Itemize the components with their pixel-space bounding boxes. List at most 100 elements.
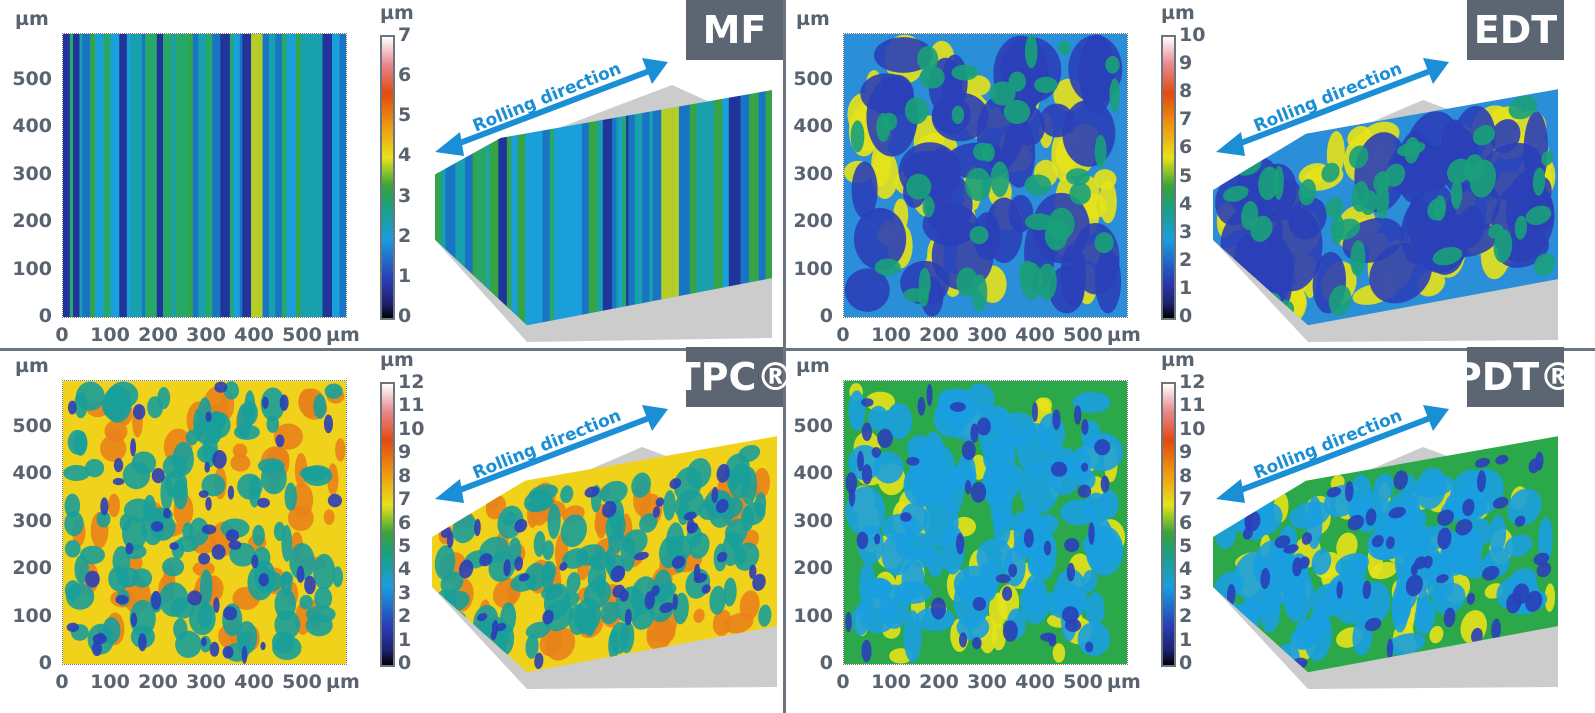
surface-feature	[236, 620, 258, 655]
colorbar-tick-label: 9	[1179, 52, 1193, 75]
stripe	[472, 142, 477, 338]
surface-feature	[102, 617, 121, 644]
colorbar-unit: µm	[1161, 2, 1195, 24]
surface-feature	[1020, 262, 1043, 300]
surface-feature	[752, 573, 766, 591]
surface-feature	[1260, 567, 1271, 589]
surface-feature	[1477, 470, 1487, 493]
surface-feature	[1326, 486, 1342, 498]
stripe	[498, 136, 507, 334]
surface-feature	[688, 532, 710, 559]
surface-feature	[223, 381, 240, 400]
stripe	[542, 129, 548, 326]
surface-feature	[260, 641, 266, 651]
colorbar-tick-label: 4	[1179, 558, 1193, 581]
y-tick-label: 200	[793, 210, 833, 232]
stripe	[567, 124, 576, 322]
surface-feature	[1085, 641, 1094, 653]
surface-feature	[503, 511, 516, 527]
surface-feature	[874, 258, 901, 276]
stripe	[103, 34, 111, 317]
surface-feature	[1052, 643, 1066, 663]
surface-feature	[1216, 601, 1244, 640]
y-tick-label: 400	[12, 115, 52, 137]
x-tick-label: 400	[234, 324, 274, 346]
sample-label: MF	[686, 0, 783, 60]
surface-feature	[514, 556, 524, 571]
surface-feature	[918, 287, 929, 307]
surface-feature	[518, 573, 530, 582]
y-tick-label: 300	[793, 162, 833, 185]
surface-feature	[244, 390, 256, 426]
surface-feature	[1024, 574, 1047, 613]
surface-feature	[545, 627, 576, 661]
surface-feature	[442, 652, 450, 661]
surface-feature	[631, 472, 651, 498]
surface-feature	[639, 513, 658, 533]
colorbar-tick-label: 11	[398, 394, 425, 417]
stripe	[212, 34, 221, 317]
colorbar-tick-label: 7	[1179, 108, 1193, 131]
surface-feature	[693, 608, 705, 623]
surface-feature	[443, 643, 469, 676]
stripe	[192, 34, 199, 317]
surface-feature	[434, 644, 460, 666]
colorbar-tick-label: 12	[1179, 371, 1206, 393]
surface-feature	[132, 568, 153, 588]
surface-feature	[1525, 205, 1552, 226]
surface-feature	[1455, 519, 1473, 536]
surface-feature	[655, 497, 665, 507]
surface-feature	[724, 518, 748, 545]
surface-feature	[716, 551, 728, 563]
surface-feature	[1298, 179, 1317, 206]
surface-feature	[547, 503, 561, 539]
surface-feature	[305, 605, 336, 624]
x-axis-unit: µm	[326, 324, 360, 346]
surface-feature	[1514, 515, 1526, 527]
surface-feature	[560, 514, 587, 548]
surface-feature	[274, 587, 296, 621]
stripe	[145, 34, 157, 317]
height-map	[62, 33, 347, 318]
stripe	[201, 34, 206, 317]
surface-feature	[542, 560, 554, 594]
surface-feature	[1327, 572, 1363, 601]
x-tick-label: 100	[90, 324, 130, 346]
surface-feature	[64, 511, 84, 537]
surface-feature	[1069, 182, 1092, 205]
surface-feature	[163, 507, 171, 519]
surface-feature	[261, 396, 269, 409]
surface-feature	[211, 544, 226, 560]
surface-feature	[332, 566, 343, 588]
surface-feature	[895, 531, 935, 561]
surface-feature	[1508, 95, 1538, 120]
surface-feature	[445, 507, 452, 523]
surface-feature	[64, 540, 81, 558]
rolling-direction-arrow-icon	[1216, 58, 1449, 156]
stripe	[171, 34, 176, 317]
surface-feature	[1283, 566, 1307, 615]
surface-feature	[232, 443, 248, 458]
surface-feature	[1223, 185, 1249, 202]
surface-feature	[1488, 515, 1507, 554]
stripe	[517, 133, 526, 330]
surface-feature	[985, 197, 1023, 264]
stripe	[233, 34, 240, 317]
surface-feature	[1008, 71, 1026, 92]
surface-feature	[193, 408, 204, 441]
colorbar-tick-label: 4	[1179, 192, 1193, 215]
surface-feature	[850, 120, 865, 153]
colorbar-tick-label: 0	[398, 652, 412, 674]
surface-feature	[1039, 103, 1074, 138]
height-map	[843, 380, 1128, 665]
stripe	[242, 34, 252, 317]
surface-feature	[448, 667, 465, 686]
surface-feature	[861, 639, 872, 663]
surface-feature	[453, 625, 464, 644]
surface-feature	[125, 542, 134, 555]
surface-feature	[1350, 240, 1366, 277]
surface-feature	[1386, 638, 1394, 660]
y-axis-unit: µm	[15, 355, 49, 377]
surface-feature	[1060, 244, 1086, 307]
stripe	[79, 34, 83, 317]
